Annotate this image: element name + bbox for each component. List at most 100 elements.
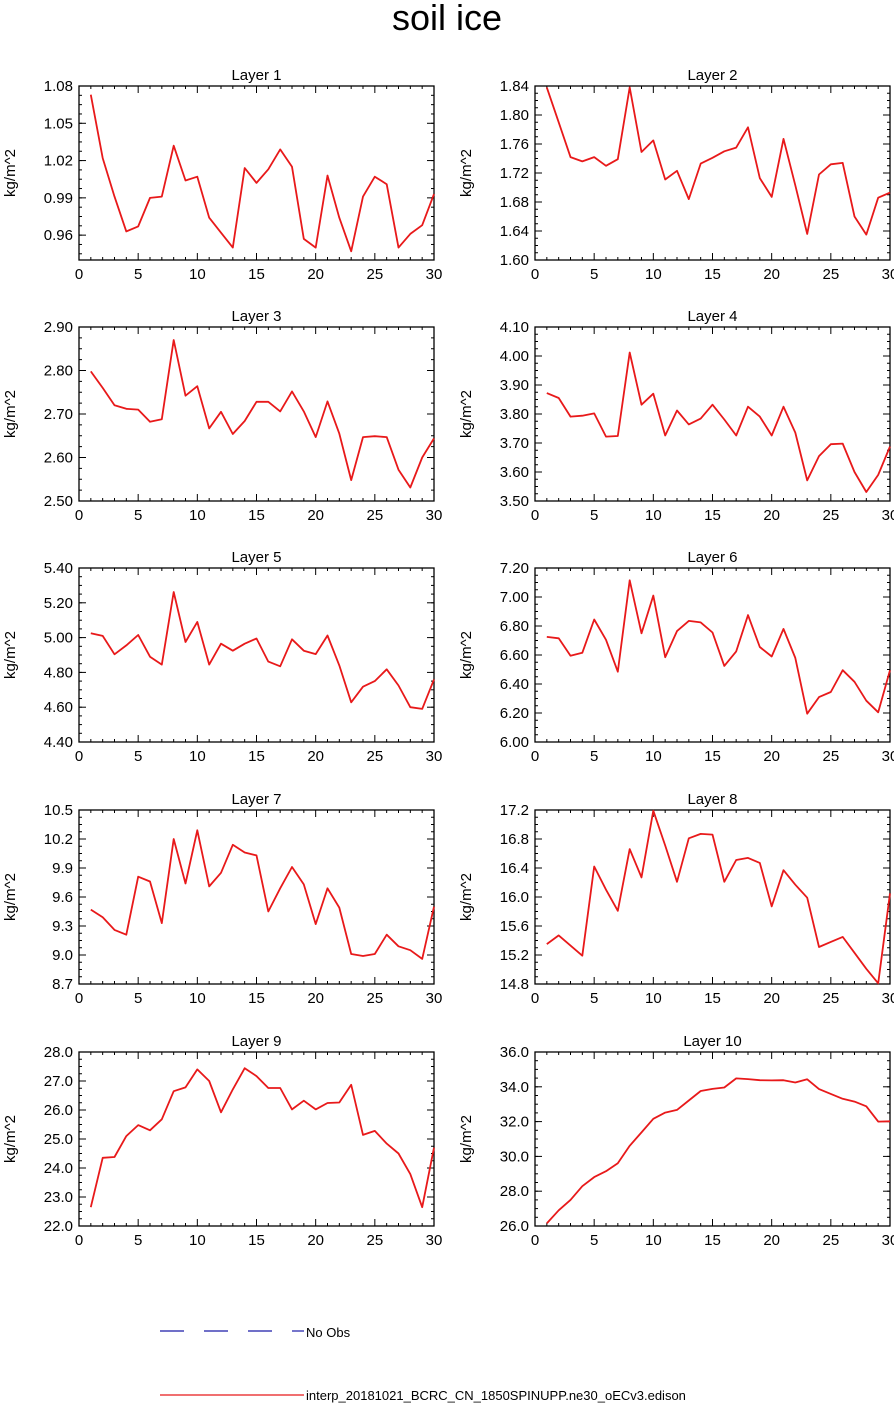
panel-title: Layer 10 <box>683 1033 741 1050</box>
x-tick-label: 5 <box>134 507 142 524</box>
x-tick-label: 25 <box>366 507 383 524</box>
x-tick-label: 10 <box>189 990 206 1007</box>
y-axis-label: kg/m^2 <box>458 1115 475 1163</box>
y-tick-label: 2.80 <box>44 363 73 380</box>
y-tick-label: 8.7 <box>52 976 73 993</box>
y-tick-label: 6.00 <box>500 734 529 751</box>
chart-panel-layer-6: Layer 6 kg/m^2 0 5 10 15 20 25 30 6.00 6.20 6.40 6.6… <box>458 549 894 765</box>
x-tick-label: 10 <box>189 266 206 283</box>
chart-panels: Layer 1 kg/m^2 0 5 10 15 20 25 30 0.96 0.99 1.02 1.0… <box>2 67 894 1249</box>
y-tick-label: 3.70 <box>500 435 529 452</box>
x-tick-label: 5 <box>134 990 142 1007</box>
y-tick-label: 4.40 <box>44 734 73 751</box>
x-tick-label: 20 <box>307 990 324 1007</box>
y-tick-label: 24.0 <box>44 1160 73 1177</box>
x-tick-label: 20 <box>763 748 780 765</box>
x-tick-label: 15 <box>704 990 721 1007</box>
series-line-model <box>546 351 891 493</box>
series-line-model <box>545 86 891 236</box>
y-tick-label: 6.80 <box>500 618 529 635</box>
panel-title: Layer 7 <box>231 791 281 808</box>
y-tick-label: 22.0 <box>44 1218 73 1235</box>
y-tick-label: 10.5 <box>44 802 73 819</box>
y-tick-label: 3.60 <box>500 464 529 481</box>
chart-panel-layer-5: Layer 5 kg/m^2 0 5 10 15 20 25 30 4.40 4.60 4.80 5.0… <box>2 549 442 765</box>
y-tick-label: 1.60 <box>500 252 529 269</box>
legend-model-label: interp_20181021_BCRC_CN_1850SPINUPP.ne30… <box>306 1388 686 1403</box>
panel-title: Layer 5 <box>231 549 281 566</box>
y-axis-label: kg/m^2 <box>2 390 19 438</box>
x-tick-label: 20 <box>763 990 780 1007</box>
plot-frame <box>534 567 891 743</box>
x-tick-label: 10 <box>645 507 662 524</box>
x-tick-label: 20 <box>763 266 780 283</box>
y-axis-label: kg/m^2 <box>2 873 19 921</box>
series-line-model <box>90 591 435 710</box>
series-line-model <box>89 94 435 253</box>
x-tick-label: 10 <box>645 748 662 765</box>
x-tick-label: 30 <box>882 1232 894 1249</box>
y-tick-label: 0.99 <box>44 190 73 207</box>
panel-title: Layer 1 <box>231 67 281 84</box>
y-tick-label: 1.84 <box>500 78 529 95</box>
chart-panel-layer-7: Layer 7 kg/m^2 0 5 10 15 20 25 30 8.7 9.0 9.3 9.6 9.9… <box>2 791 442 1007</box>
x-tick-label: 30 <box>426 1232 443 1249</box>
plot-frame <box>78 1051 435 1227</box>
x-tick-label: 10 <box>189 1232 206 1249</box>
x-tick-label: 0 <box>531 990 539 1007</box>
y-axis-label: kg/m^2 <box>458 873 475 921</box>
y-tick-label: 5.40 <box>44 560 73 577</box>
y-tick-label: 26.0 <box>44 1102 73 1119</box>
y-tick-label: 16.4 <box>500 860 529 877</box>
y-tick-label: 3.80 <box>500 406 529 423</box>
y-tick-label: 3.50 <box>500 493 529 510</box>
y-tick-label: 1.80 <box>500 107 529 124</box>
x-tick-label: 10 <box>189 748 206 765</box>
y-tick-label: 1.72 <box>500 165 529 182</box>
y-tick-label: 6.40 <box>500 676 529 693</box>
panel-title: Layer 4 <box>687 308 737 325</box>
y-tick-label: 4.00 <box>500 348 529 365</box>
x-tick-label: 15 <box>248 507 265 524</box>
chart-panel-layer-9: Layer 9 kg/m^2 0 5 10 15 20 25 30 22.0 23.0 24.0 25.… <box>2 1033 442 1249</box>
y-tick-label: 2.50 <box>44 493 73 510</box>
y-tick-label: 7.20 <box>500 560 529 577</box>
y-axis-label: kg/m^2 <box>2 1115 19 1163</box>
x-tick-label: 20 <box>307 748 324 765</box>
y-tick-label: 10.2 <box>44 831 73 848</box>
y-tick-label: 3.90 <box>500 377 529 394</box>
y-tick-label: 36.0 <box>500 1044 529 1061</box>
y-axis-label: kg/m^2 <box>458 390 475 438</box>
x-tick-label: 15 <box>704 507 721 524</box>
y-tick-label: 25.0 <box>44 1131 73 1148</box>
y-axis-label: kg/m^2 <box>458 149 475 197</box>
y-tick-label: 23.0 <box>44 1189 73 1206</box>
x-tick-label: 25 <box>822 748 839 765</box>
y-tick-label: 0.96 <box>44 227 73 244</box>
x-tick-label: 15 <box>248 266 265 283</box>
y-tick-label: 2.70 <box>44 406 73 423</box>
series-line-model <box>546 579 891 715</box>
x-tick-label: 0 <box>75 748 83 765</box>
x-tick-label: 0 <box>531 507 539 524</box>
chart-panel-layer-4: Layer 4 kg/m^2 0 5 10 15 20 25 30 3.50 3.60 3.70 3.8… <box>458 308 894 524</box>
y-tick-label: 34.0 <box>500 1079 529 1096</box>
y-tick-label: 1.05 <box>44 115 73 132</box>
y-tick-label: 6.20 <box>500 705 529 722</box>
y-axis-label: kg/m^2 <box>2 631 19 679</box>
series-line-model <box>546 809 891 985</box>
x-tick-label: 25 <box>366 748 383 765</box>
y-tick-label: 9.0 <box>52 947 73 964</box>
x-tick-label: 30 <box>426 266 443 283</box>
x-tick-label: 0 <box>75 266 83 283</box>
y-tick-label: 1.76 <box>500 136 529 153</box>
x-tick-label: 20 <box>763 1232 780 1249</box>
plot-frame <box>78 809 435 985</box>
x-tick-label: 15 <box>248 990 265 1007</box>
x-tick-label: 0 <box>75 990 83 1007</box>
chart-panel-layer-8: Layer 8 kg/m^2 0 5 10 15 20 25 30 14.8 15.2 15.6 16.… <box>458 791 894 1007</box>
plot-frame <box>534 85 891 261</box>
y-tick-label: 9.9 <box>52 860 73 877</box>
y-tick-label: 2.90 <box>44 319 73 336</box>
